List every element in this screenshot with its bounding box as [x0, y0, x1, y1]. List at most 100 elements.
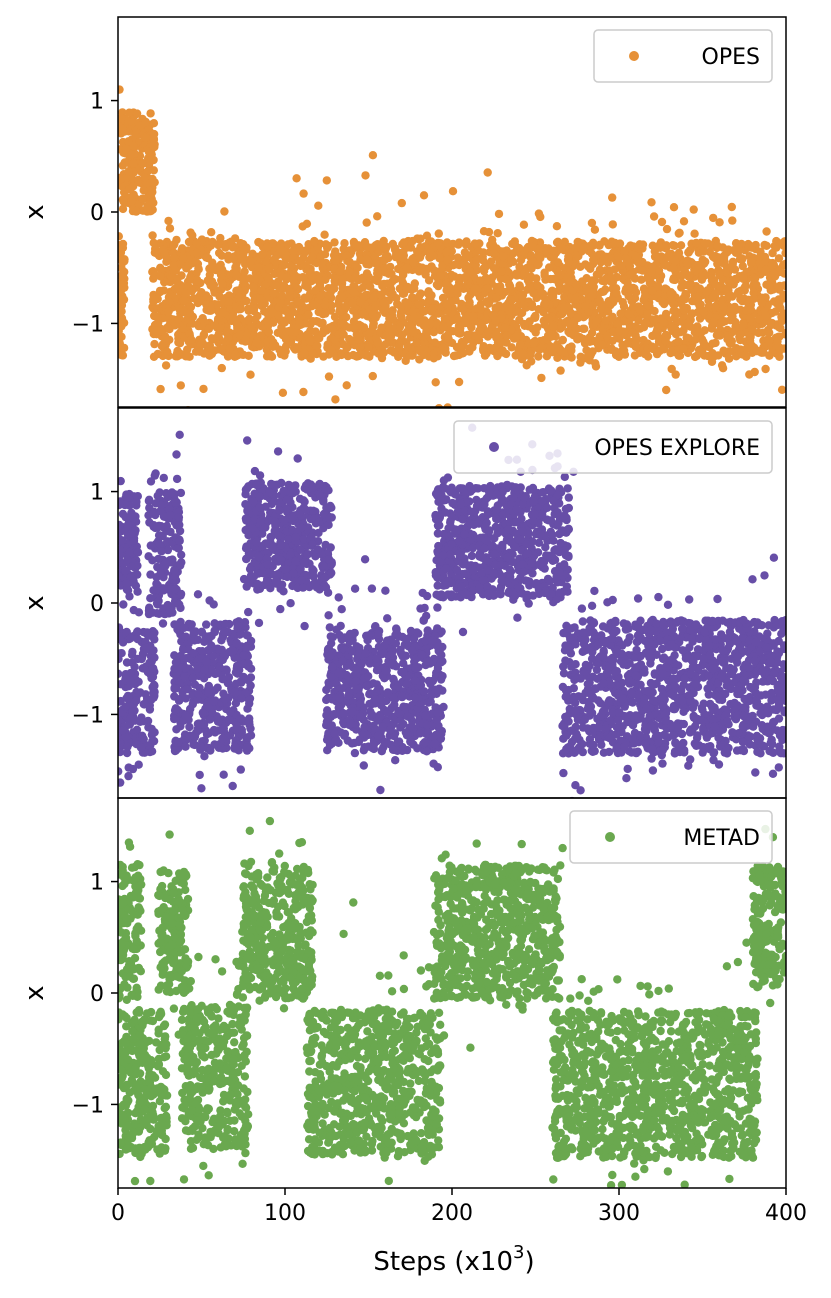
- data-point: [189, 649, 198, 658]
- data-point: [558, 336, 567, 345]
- data-point: [489, 249, 498, 258]
- data-point: [170, 620, 179, 629]
- data-point: [584, 262, 593, 271]
- data-point: [687, 309, 696, 319]
- data-point: [368, 371, 377, 381]
- data-point: [118, 282, 123, 291]
- data-point: [380, 256, 389, 265]
- data-point: [767, 260, 776, 270]
- data-point: [150, 248, 160, 257]
- data-point: [507, 304, 516, 313]
- data-point: [476, 276, 485, 285]
- data-point: [120, 158, 129, 167]
- data-point: [161, 558, 170, 568]
- data-point: [571, 294, 580, 304]
- data-point: [465, 298, 474, 307]
- data-point: [537, 373, 546, 383]
- data-point: [133, 627, 142, 636]
- data-point: [740, 283, 749, 292]
- data-point: [118, 272, 128, 281]
- data-point: [410, 284, 419, 293]
- data-point: [236, 765, 245, 774]
- data-point: [510, 240, 520, 249]
- data-point: [335, 267, 344, 276]
- data-point: [656, 243, 665, 252]
- data-point: [129, 159, 138, 168]
- data-point: [373, 212, 382, 221]
- data-point: [669, 306, 678, 316]
- data-point: [122, 144, 131, 154]
- data-point: [715, 269, 724, 279]
- data-point: [305, 582, 314, 592]
- data-point: [204, 688, 213, 697]
- data-point: [738, 262, 747, 271]
- data-point: [461, 318, 470, 328]
- data-point: [163, 347, 172, 356]
- data-point: [118, 263, 126, 272]
- data-point: [342, 344, 351, 353]
- data-point: [209, 697, 219, 706]
- data-point: [746, 305, 755, 314]
- data-point: [155, 539, 164, 548]
- data-point: [339, 330, 348, 339]
- data-point: [118, 351, 128, 360]
- data-point: [256, 239, 266, 248]
- data-point: [581, 302, 590, 311]
- data-point: [584, 350, 594, 359]
- data-point: [532, 274, 541, 283]
- data-point: [442, 299, 451, 309]
- data-point: [482, 276, 491, 285]
- data-point: [781, 281, 786, 291]
- data-point: [311, 286, 320, 295]
- data-point: [282, 273, 291, 282]
- data-point: [224, 333, 233, 342]
- data-point: [186, 273, 195, 282]
- data-point: [128, 764, 138, 774]
- data-point: [202, 253, 211, 262]
- data-point: [246, 257, 255, 266]
- data-point: [708, 252, 718, 261]
- data-point: [196, 340, 205, 350]
- data-point: [121, 732, 130, 741]
- data-point: [118, 535, 125, 544]
- data-point: [337, 350, 346, 360]
- data-point: [188, 319, 197, 328]
- data-point: [181, 694, 190, 703]
- data-point: [330, 238, 339, 247]
- data-point: [385, 325, 394, 334]
- data-point: [623, 339, 632, 348]
- data-point: [662, 385, 671, 395]
- data-point: [165, 505, 174, 514]
- data-point: [161, 361, 171, 370]
- data-point: [292, 174, 301, 183]
- data-point: [206, 715, 215, 724]
- data-point: [457, 349, 466, 358]
- data-point: [224, 297, 233, 306]
- data-point: [440, 314, 449, 323]
- data-point: [608, 193, 617, 202]
- data-point: [167, 488, 177, 497]
- data-point: [448, 239, 458, 249]
- data-point: [208, 708, 217, 717]
- data-point: [376, 290, 386, 299]
- data-point: [736, 330, 745, 339]
- data-point: [760, 241, 769, 250]
- data-point: [343, 351, 353, 361]
- data-point: [682, 333, 691, 342]
- data-point: [649, 316, 659, 325]
- data-point: [270, 255, 279, 264]
- data-point: [241, 525, 250, 535]
- data-point: [118, 545, 124, 554]
- data-point: [175, 339, 185, 348]
- data-point: [149, 646, 158, 655]
- data-point: [419, 350, 428, 360]
- data-point: [264, 274, 273, 283]
- data-point: [728, 260, 737, 269]
- data-point: [680, 295, 690, 304]
- data-point: [679, 303, 688, 313]
- data-point: [230, 688, 240, 697]
- data-point: [379, 239, 388, 248]
- data-point: [254, 263, 263, 272]
- data-point: [373, 269, 382, 278]
- data-point: [278, 388, 288, 397]
